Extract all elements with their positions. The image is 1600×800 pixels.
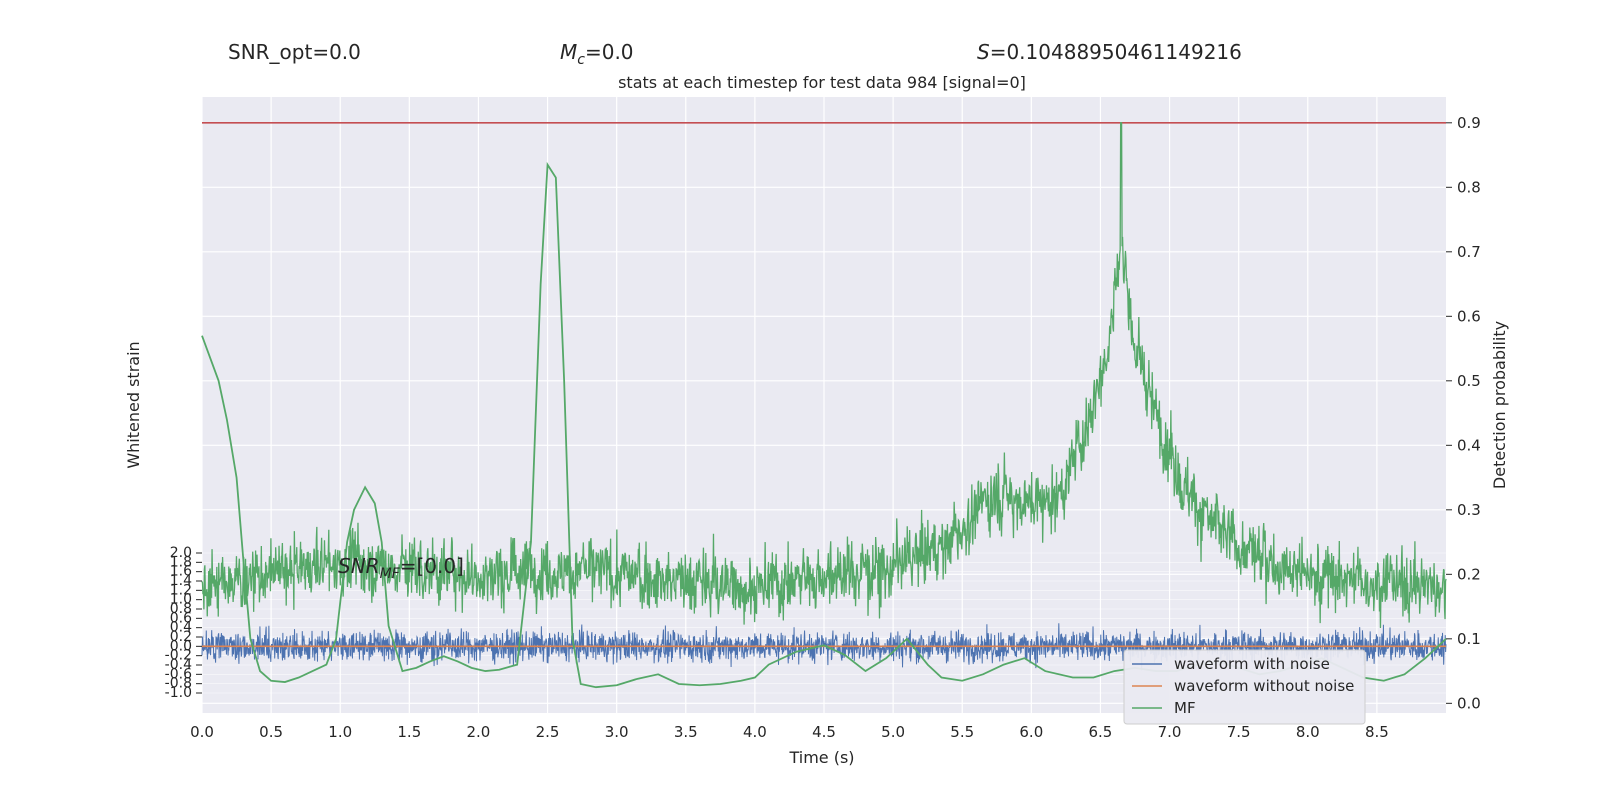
left-tick-label-8: 0.6: [170, 610, 192, 626]
x-tick-label-14: 7.0: [1158, 723, 1182, 741]
left-tick-label-4: -0.2: [165, 648, 192, 664]
x-tick-label-8: 4.0: [743, 723, 767, 741]
right-tick-label-2: 0.2: [1457, 565, 1481, 583]
x-tick-label-0: 0.0: [190, 723, 214, 741]
right-tick-label-4: 0.4: [1457, 436, 1481, 454]
right-tick-label-7: 0.7: [1457, 243, 1481, 261]
x-tick-label-1: 0.5: [259, 723, 283, 741]
right-tick-label-5: 0.5: [1457, 372, 1481, 390]
right-tick-label-8: 0.8: [1457, 178, 1481, 196]
left-tick-label-5: 0.0: [170, 638, 192, 654]
right-tick-label-0: 0.0: [1457, 694, 1481, 712]
right-y-axis-label: Detection probability: [1490, 321, 1509, 489]
x-tick-label-2: 1.0: [328, 723, 352, 741]
x-tick-label-7: 3.5: [674, 723, 698, 741]
x-tick-label-5: 2.5: [536, 723, 560, 741]
left-tick-label-2: -0.6: [165, 666, 192, 682]
x-axis-label: Time (s): [788, 748, 854, 767]
chart-title: stats at each timestep for test data 984…: [618, 73, 1026, 92]
x-tick-label-10: 5.0: [881, 723, 905, 741]
left-tick-label-12: 1.4: [170, 573, 192, 589]
mc-label: Mc=0.0: [560, 40, 634, 68]
left-tick-label-15: 2.0: [170, 545, 192, 561]
left-tick-label-6: 0.2: [170, 629, 192, 645]
left-tick-label-3: -0.4: [165, 657, 192, 673]
x-tick-label-4: 2.0: [467, 723, 491, 741]
x-tick-label-13: 6.5: [1089, 723, 1113, 741]
legend-label-mf: MF: [1174, 699, 1196, 717]
left-tick-label-10: 1.0: [170, 592, 192, 608]
legend-label-without-noise: waveform without noise: [1174, 677, 1354, 695]
right-tick-label-6: 0.6: [1457, 307, 1481, 325]
x-tick-label-17: 8.5: [1365, 723, 1389, 741]
x-tick-label-9: 4.5: [812, 723, 836, 741]
left-tick-label-0: -1.0: [165, 685, 192, 701]
legend-box: [1123, 649, 1366, 725]
legend-label-with-noise: waveform with noise: [1174, 655, 1330, 673]
left-y-axis-label: Whitened strain: [124, 341, 143, 468]
s-statistic-label: S=0.10488950461149216: [977, 40, 1242, 64]
x-tick-label-15: 7.5: [1227, 723, 1251, 741]
legend: waveform with noise waveform without noi…: [1123, 649, 1366, 725]
x-tick-label-16: 8.0: [1296, 723, 1320, 741]
right-tick-label-1: 0.1: [1457, 630, 1481, 648]
snr-opt-label: SNR_opt=0.0: [228, 40, 361, 64]
right-tick-label-9: 0.9: [1457, 114, 1481, 132]
left-tick-label-14: 1.8: [170, 554, 192, 570]
x-axis: 0.0 0.5 1.0 1.5 2.0 2.5 3.0 3.5 4.0 4.5 5.0 5.5 6.0 6…: [190, 723, 1389, 741]
left-tick-label-1: -0.8: [165, 676, 192, 692]
left-y-axis: -1.0-0.8-0.6-0.4-0.20.00.20.40.60.81.01.…: [165, 545, 202, 701]
snr-mf-annotation: SNRMF=[0.0]: [338, 554, 464, 582]
left-tick-label-9: 0.8: [170, 601, 192, 617]
x-tick-label-3: 1.5: [397, 723, 421, 741]
left-tick-label-11: 1.2: [170, 582, 192, 598]
series-detection-probability: [201, 122, 1447, 628]
left-tick-label-7: 0.4: [170, 620, 192, 636]
right-y-axis: 0.0 0.1 0.2 0.3 0.4 0.5 0.6 0.7 0.8 0.9: [1446, 114, 1481, 712]
x-tick-label-6: 3.0: [605, 723, 629, 741]
right-tick-label-3: 0.3: [1457, 501, 1481, 519]
x-tick-label-11: 5.5: [950, 723, 974, 741]
left-tick-label-13: 1.6: [170, 564, 192, 580]
x-tick-label-12: 6.0: [1019, 723, 1043, 741]
